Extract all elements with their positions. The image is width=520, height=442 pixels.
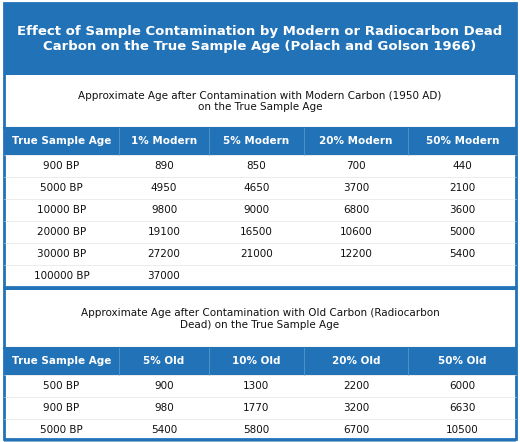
Text: 2100: 2100 — [449, 183, 475, 193]
Text: 440: 440 — [452, 161, 472, 171]
Text: 5800: 5800 — [243, 425, 269, 435]
Text: 5% Old: 5% Old — [144, 357, 185, 366]
Text: 4650: 4650 — [243, 183, 269, 193]
Bar — [4, 128, 516, 155]
Text: 10500: 10500 — [446, 425, 478, 435]
Bar — [4, 290, 516, 348]
Text: 10000 BP: 10000 BP — [37, 205, 86, 215]
Text: 30000 BP: 30000 BP — [37, 249, 86, 259]
Text: 890: 890 — [154, 161, 174, 171]
Text: 850: 850 — [246, 161, 266, 171]
Bar — [4, 439, 516, 442]
Text: 500 BP: 500 BP — [44, 381, 80, 391]
Text: 5000: 5000 — [449, 227, 475, 237]
Text: 50% Modern: 50% Modern — [425, 137, 499, 146]
Text: 1300: 1300 — [243, 381, 269, 391]
Text: 5% Modern: 5% Modern — [223, 137, 289, 146]
Bar — [4, 3, 516, 75]
Bar — [4, 348, 516, 375]
Text: 5400: 5400 — [151, 425, 177, 435]
Text: 10% Old: 10% Old — [232, 357, 280, 366]
Text: 20% Old: 20% Old — [332, 357, 380, 366]
Text: 4950: 4950 — [151, 183, 177, 193]
Text: Approximate Age after Contamination with Modern Carbon (1950 AD)
on the True Sam: Approximate Age after Contamination with… — [79, 91, 441, 112]
Text: 1% Modern: 1% Modern — [131, 137, 197, 146]
Text: 3200: 3200 — [343, 403, 369, 413]
Text: 2200: 2200 — [343, 381, 369, 391]
Text: Effect of Sample Contamination by Modern or Radiocarbon Dead
Carbon on the True : Effect of Sample Contamination by Modern… — [17, 25, 503, 53]
Text: 900: 900 — [154, 381, 174, 391]
Bar — [4, 75, 516, 128]
Text: 900 BP: 900 BP — [44, 161, 80, 171]
Text: 980: 980 — [154, 403, 174, 413]
Text: 3600: 3600 — [449, 205, 475, 215]
Bar — [4, 287, 516, 290]
Text: 12200: 12200 — [340, 249, 372, 259]
Text: 9800: 9800 — [151, 205, 177, 215]
Text: Approximate Age after Contamination with Old Carbon (Radiocarbon
Dead) on the Tr: Approximate Age after Contamination with… — [81, 308, 439, 330]
Bar — [4, 155, 516, 287]
Text: 900 BP: 900 BP — [44, 403, 80, 413]
Text: True Sample Age: True Sample Age — [12, 137, 111, 146]
Text: 21000: 21000 — [240, 249, 272, 259]
Text: 9000: 9000 — [243, 205, 269, 215]
Text: 6000: 6000 — [449, 381, 475, 391]
Text: 19100: 19100 — [148, 227, 180, 237]
Text: 20000 BP: 20000 BP — [37, 227, 86, 237]
Text: 10600: 10600 — [340, 227, 372, 237]
Text: 37000: 37000 — [148, 271, 180, 281]
Text: True Sample Age: True Sample Age — [12, 357, 111, 366]
Text: 100000 BP: 100000 BP — [34, 271, 89, 281]
Text: 6630: 6630 — [449, 403, 475, 413]
Text: 1770: 1770 — [243, 403, 269, 413]
Text: 5400: 5400 — [449, 249, 475, 259]
Text: 700: 700 — [346, 161, 366, 171]
Text: 50% Old: 50% Old — [438, 357, 487, 366]
Text: 16500: 16500 — [240, 227, 272, 237]
Text: 5000 BP: 5000 BP — [40, 183, 83, 193]
Text: 6700: 6700 — [343, 425, 369, 435]
Text: 20% Modern: 20% Modern — [319, 137, 393, 146]
Text: 3700: 3700 — [343, 183, 369, 193]
Bar — [4, 375, 516, 442]
Text: 27200: 27200 — [148, 249, 180, 259]
Text: 6800: 6800 — [343, 205, 369, 215]
Text: 5000 BP: 5000 BP — [40, 425, 83, 435]
